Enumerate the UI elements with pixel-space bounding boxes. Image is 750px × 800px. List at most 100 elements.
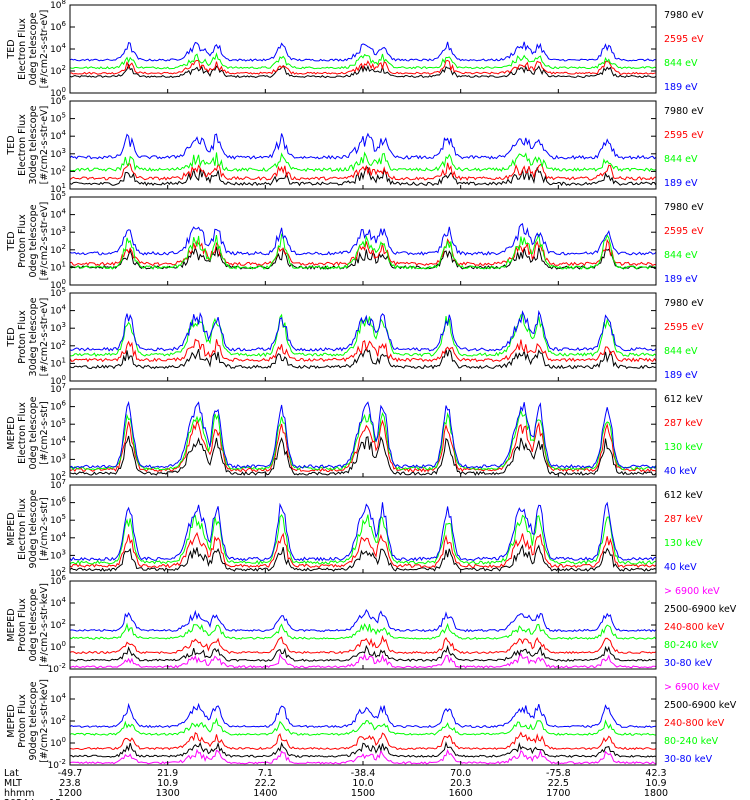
x-tick-label-mlt: 20.3	[450, 778, 471, 789]
x-tick-label-hhmm: 1600	[449, 788, 473, 799]
panel-frame	[69, 484, 657, 574]
y-axis-label-line: 30deg telescope	[28, 297, 39, 376]
y-tick-label: 102	[50, 64, 66, 77]
x-tick-label-hhmm: 1200	[58, 788, 82, 799]
y-axis-label-line: 90deg telescope	[28, 489, 39, 568]
legend-entry: 80-240 keV	[664, 736, 719, 747]
legend-entry: 844 eV	[664, 58, 698, 69]
x-tick-label-mlt: 22.5	[548, 778, 569, 789]
x-tick-label-hhmm: 1400	[253, 788, 277, 799]
legend-entry: 189 eV	[664, 178, 698, 189]
x-tick-label-hhmm: 1500	[351, 788, 375, 799]
y-axis-label-line: [#/cm2-s-str-eV]	[39, 202, 50, 281]
y-tick-label: 103	[50, 321, 66, 334]
x-axis-row-label: 2024 Jun 15	[4, 798, 61, 800]
x-tick-label-mlt: 22.2	[255, 778, 276, 789]
series-line-8-5	[69, 702, 657, 729]
series-line-7-5	[69, 608, 657, 633]
x-tick-label-lat: -75.8	[546, 768, 571, 779]
x-axis-row-label: MLT	[4, 778, 22, 789]
legend-entry: 40 keV	[664, 466, 697, 477]
series-line-4-2	[69, 338, 657, 363]
legend-entry: 2595 eV	[664, 322, 704, 333]
y-tick-label: 102	[50, 714, 66, 727]
x-tick-label-lat: 70.0	[450, 768, 471, 779]
legend-entry: 240-800 keV	[664, 718, 725, 729]
y-tick-label: 105	[50, 417, 66, 430]
x-tick-label-lat: 42.3	[645, 768, 666, 779]
series-line-1-2	[69, 59, 657, 75]
y-tick-label: 104	[50, 129, 66, 142]
series-line-4-4	[69, 309, 657, 352]
legend-entry: 189 eV	[664, 274, 698, 285]
y-axis-label-line: 0deg telescope	[28, 12, 39, 85]
x-axis-row-label: hhmm	[4, 788, 35, 799]
series-line-2-1	[69, 166, 657, 187]
legend-entry: 612 keV	[664, 394, 703, 405]
series-line-6-2	[69, 531, 657, 569]
legend-entry: 40 keV	[664, 562, 697, 573]
panel-frame	[69, 100, 657, 190]
series-line-6-3	[69, 514, 657, 566]
y-axis-label-line: [#/cm2-s-str]	[39, 497, 50, 560]
series-line-2-2	[69, 162, 657, 181]
legend-entry: > 6900 keV	[664, 682, 720, 693]
x-tick-label-lat: -49.7	[58, 768, 83, 779]
y-axis-label-line: [#/cm2-s-str-eV]	[39, 10, 50, 89]
x-tick-label-mlt: 10.0	[352, 778, 373, 789]
legend-entry: 7980 eV	[664, 106, 704, 117]
y-axis-label-line: TED	[6, 231, 17, 251]
legend-entry: 130 keV	[664, 538, 703, 549]
panel-frame	[69, 580, 657, 670]
y-axis-label-line: TED	[6, 39, 17, 59]
legend-entry: 2500-6900 keV	[664, 604, 737, 615]
y-axis-label-line: MEPED	[6, 704, 17, 737]
y-tick-label: 103	[50, 147, 66, 160]
y-tick-label: 104	[50, 692, 66, 705]
y-axis-label-line: TED	[6, 135, 17, 155]
x-tick-label-lat: -38.4	[351, 768, 376, 779]
y-axis-label-line: Proton Flux	[17, 598, 28, 652]
y-axis-label-line: [#/cm2-s-str-keV]	[39, 679, 50, 763]
y-axis-label-line: 0deg telescope	[28, 396, 39, 469]
series-line-3-2	[69, 238, 657, 267]
series-line-1-1	[69, 63, 657, 79]
series-line-6-4	[69, 501, 657, 562]
x-tick-label-hhmm: 1800	[644, 788, 668, 799]
legend-entry: 287 keV	[664, 514, 703, 525]
x-tick-label-hhmm: 1700	[546, 788, 570, 799]
y-tick-label: 104	[50, 208, 66, 221]
y-axis-label-line: 90deg telescope	[28, 681, 39, 760]
y-tick-label: 106	[50, 400, 66, 413]
legend-entry: 2595 eV	[664, 34, 704, 45]
x-tick-label-mlt: 23.8	[59, 778, 80, 789]
series-line-5-4	[69, 400, 657, 469]
y-tick-label: 100	[50, 736, 66, 749]
x-tick-label-lat: 21.9	[157, 768, 178, 779]
y-tick-label: 105	[50, 112, 66, 125]
legend-entry: 80-240 keV	[664, 640, 719, 651]
series-line-1-3	[69, 52, 657, 70]
y-tick-label: 102	[50, 339, 66, 352]
legend-entry: 7980 eV	[664, 202, 704, 213]
x-axis-row-label: Lat	[4, 768, 19, 779]
y-axis-label-line: Electron Flux	[17, 402, 28, 464]
y-axis-label-line: MEPED	[6, 416, 17, 449]
legend-entry: 130 keV	[664, 442, 703, 453]
series-line-1-4	[69, 41, 657, 62]
panel-frame	[69, 676, 657, 766]
legend-entry: 844 eV	[664, 154, 698, 165]
y-axis-label-line: Electron Flux	[17, 18, 28, 80]
y-axis-label-line: Electron Flux	[17, 498, 28, 560]
y-tick-label: 103	[50, 225, 66, 238]
series-line-2-4	[69, 132, 657, 160]
series-line-4-1	[69, 347, 657, 370]
series-line-3-3	[69, 233, 657, 270]
legend-entry: 2500-6900 keV	[664, 700, 737, 711]
y-axis-label-line: [#/cm2-s-str]	[39, 401, 50, 464]
